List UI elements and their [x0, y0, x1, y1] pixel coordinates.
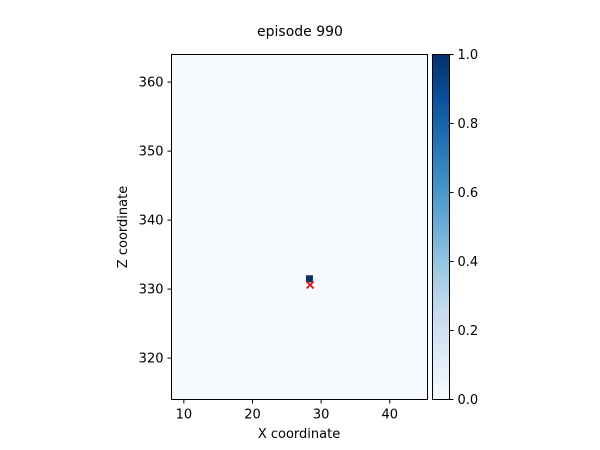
- markers: [305, 280, 315, 290]
- y-tick-label: 350: [139, 145, 164, 160]
- colorbar-ticks: 0.0 0.2 0.4 0.6 0.8 1.0: [449, 48, 479, 408]
- x-axis: 10 20 30 40: [176, 399, 398, 423]
- y-axis-label: Z coordinate: [116, 186, 131, 268]
- colorbar-tick-label: 0.2: [458, 324, 479, 339]
- colorbar-tick-label: 0.0: [458, 393, 479, 408]
- y-tick-label: 320: [139, 352, 164, 367]
- y-tick-label: 330: [139, 283, 164, 298]
- chart-title: episode 990: [257, 24, 343, 40]
- colorbar: 0.0 0.2 0.4 0.6 0.8 1.0: [432, 48, 479, 408]
- colorbar-tick-label: 0.4: [458, 255, 479, 270]
- heatmap-cells: [305, 275, 313, 283]
- plot-frame: [171, 54, 428, 400]
- colorbar-tick-label: 1.0: [458, 48, 479, 63]
- heatmap-background: [171, 54, 428, 400]
- y-axis: 320 330 340 350 360: [139, 76, 172, 367]
- x-tick-label: 20: [244, 408, 261, 423]
- x-marker: [305, 280, 315, 290]
- plot-area: [171, 54, 428, 400]
- colorbar-tick-label: 0.6: [458, 186, 479, 201]
- colorbar-gradient: [432, 54, 450, 400]
- y-tick-label: 340: [139, 214, 164, 229]
- x-tick-label: 40: [381, 408, 398, 423]
- y-tick-label: 360: [139, 76, 164, 91]
- x-tick-label: 10: [176, 408, 193, 423]
- colorbar-tick-label: 0.8: [458, 117, 479, 132]
- x-tick-label: 30: [313, 408, 330, 423]
- x-axis-label: X coordinate: [258, 427, 340, 442]
- heatmap-cell: [305, 275, 313, 283]
